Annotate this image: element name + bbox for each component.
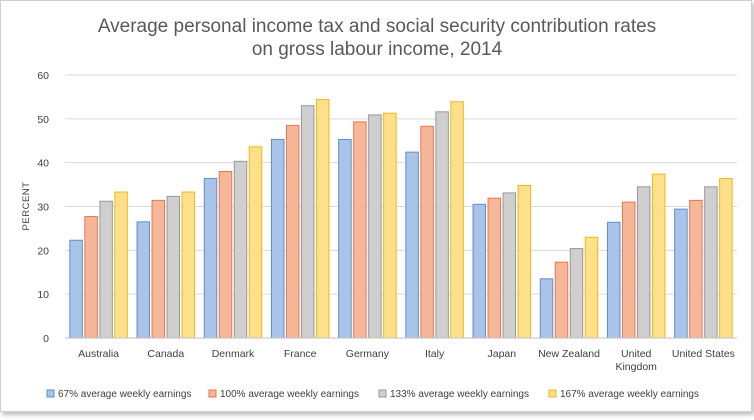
x-tick-label: Japan: [487, 348, 516, 360]
y-axis-label: PERCENT: [21, 182, 32, 231]
x-tick-label: United States: [672, 348, 735, 360]
bar: [69, 239, 83, 339]
bar: [136, 221, 151, 339]
bar: [151, 199, 166, 339]
legend: 67% average weekly earnings 100% average …: [46, 389, 699, 400]
x-tick-label: New Zealand: [538, 348, 600, 360]
legend-label: 67% average weekly earnings: [58, 389, 191, 400]
bar: [114, 191, 128, 339]
legend-swatch: [548, 389, 557, 398]
x-tick-label: Italy: [425, 348, 445, 360]
legend-label: 133% average weekly earnings: [390, 389, 529, 400]
bar: [300, 105, 315, 339]
bar: [233, 160, 248, 339]
y-tick-label: 0: [43, 333, 49, 345]
x-axis-categories: Australia Canada Denmark France Germany Italy…: [78, 348, 735, 373]
bar: [166, 195, 181, 339]
bar: [338, 138, 352, 339]
bar: [368, 114, 382, 339]
bar: [651, 173, 666, 339]
bar: [203, 177, 218, 339]
x-tick-label: United: [621, 348, 652, 360]
bar: [719, 177, 733, 339]
bar: [405, 151, 419, 339]
chart-frame: Average personal income tax and social s…: [0, 0, 752, 412]
x-tick-label: Germany: [346, 348, 390, 360]
x-tick-label: Canada: [147, 348, 184, 360]
bar: [502, 192, 517, 339]
bar: [353, 121, 367, 339]
bar: [99, 200, 113, 339]
bar: [704, 186, 718, 339]
legend-swatch: [208, 389, 217, 398]
bar: [450, 101, 464, 339]
bar: [181, 191, 196, 339]
y-tick-label: 30: [37, 202, 49, 214]
y-tick-label: 10: [37, 289, 49, 301]
chart-subtitle: on gross labour income, 2014: [252, 39, 503, 60]
bar: [420, 125, 434, 339]
bar: [270, 138, 285, 339]
y-tick-label: 60: [37, 70, 49, 82]
bar: [218, 170, 233, 339]
y-axis-ticks: 0 10 20 30 40 50 60: [37, 70, 49, 345]
y-tick-label: 20: [37, 245, 49, 257]
bar: [383, 112, 397, 339]
bars: [69, 99, 733, 339]
bar: [84, 216, 98, 339]
bar: [554, 261, 569, 339]
y-tick-label: 50: [37, 114, 49, 126]
x-tick-label: France: [284, 348, 317, 360]
legend-label: 100% average weekly earnings: [220, 389, 359, 400]
bar-chart: Average personal income tax and social s…: [21, 16, 737, 400]
legend-label: 167% average weekly earnings: [560, 389, 699, 400]
bar: [285, 124, 300, 339]
x-tick-label: Australia: [78, 348, 119, 360]
chart-title: Average personal income tax and social s…: [98, 16, 656, 37]
bar: [674, 208, 688, 339]
bar: [584, 236, 599, 339]
x-tick-label: Kingdom: [615, 361, 657, 373]
bar: [621, 201, 636, 339]
bar: [487, 197, 502, 339]
legend-swatch: [46, 389, 55, 398]
x-tick-label: Denmark: [212, 348, 255, 360]
bar: [636, 186, 651, 339]
bar: [689, 199, 703, 339]
gridlines: [65, 74, 737, 295]
bar: [248, 146, 263, 339]
bar: [606, 221, 621, 339]
legend-swatch: [378, 389, 387, 398]
bar: [539, 278, 554, 339]
bar: [472, 203, 487, 339]
bar: [435, 111, 449, 339]
bar: [569, 248, 584, 339]
y-tick-label: 40: [37, 158, 49, 170]
bar: [315, 99, 330, 339]
bar: [517, 184, 532, 339]
